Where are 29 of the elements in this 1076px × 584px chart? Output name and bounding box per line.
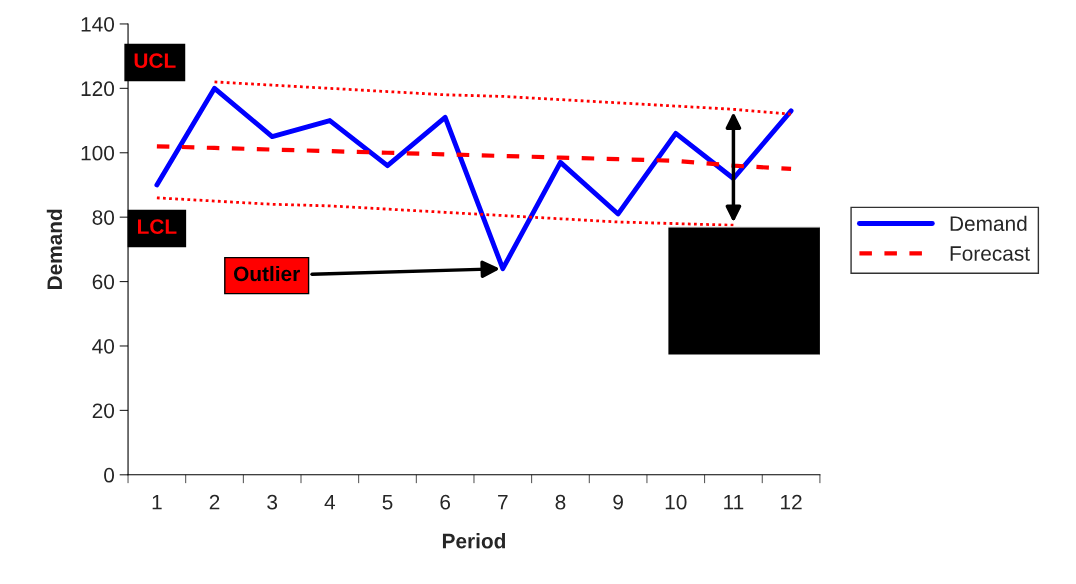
y-tick-label: 120: [81, 81, 115, 97]
y-axis-title: Demand: [46, 209, 63, 290]
x-tick-label: 8: [555, 494, 566, 510]
y-tick-label: 60: [92, 274, 115, 290]
legend-label: Demand: [950, 215, 1027, 232]
x-tick-label: 11: [724, 495, 744, 510]
y-tick-label: 0: [104, 467, 115, 483]
x-tick-label: 6: [440, 494, 451, 510]
line-series: [154, 144, 794, 171]
x-tick-label: 5: [382, 495, 393, 510]
line-series: [213, 80, 793, 116]
y-tick-label: 80: [92, 210, 115, 225]
x-tick-label: 2: [209, 494, 220, 510]
legend-label: Forecast: [950, 246, 1030, 261]
x-tick-label: 4: [324, 495, 336, 510]
y-tick-label: 20: [92, 403, 115, 419]
x-tick-label: 7: [498, 495, 508, 510]
annotation: Outlier: [233, 265, 300, 282]
y-tick-label: 40: [92, 338, 115, 354]
x-tick-label: 12: [781, 494, 802, 510]
x-axis-title: Period: [442, 533, 506, 549]
annotation: LCL: [138, 219, 177, 234]
annotation: UCL: [134, 53, 176, 69]
y-tick-label: 100: [81, 145, 115, 161]
x-tick-label: 1: [152, 495, 162, 510]
y-tick-label: 140: [81, 16, 115, 32]
x-tick-label: 3: [267, 494, 278, 510]
x-tick-label: 10: [665, 494, 687, 510]
x-tick-label: 9: [613, 494, 623, 510]
